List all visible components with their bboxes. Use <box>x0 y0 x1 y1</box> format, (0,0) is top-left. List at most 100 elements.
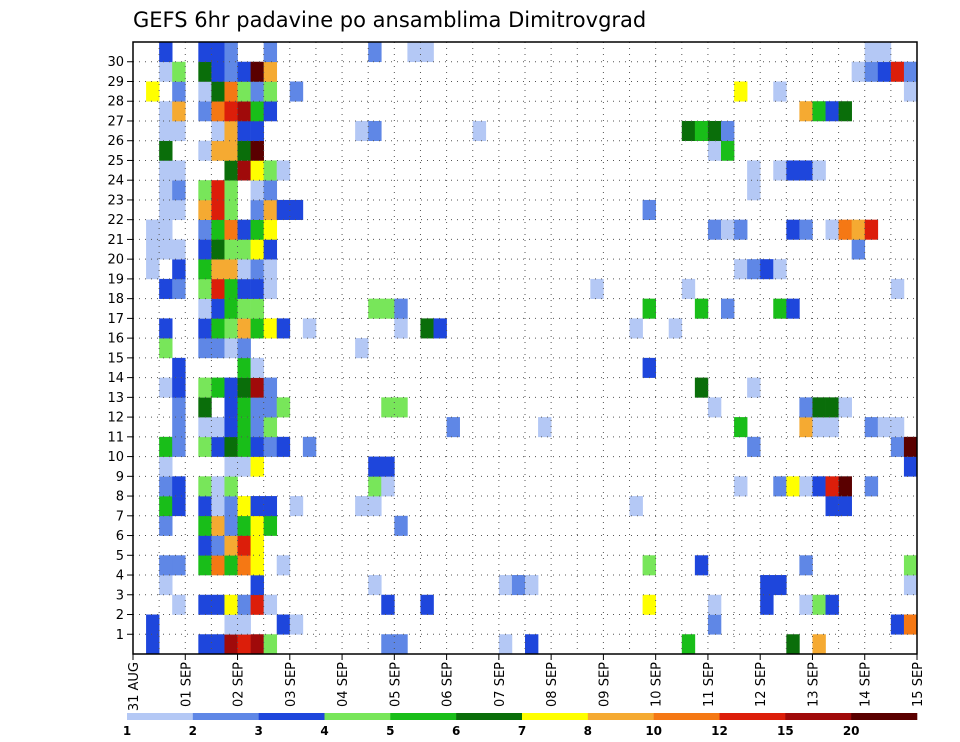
precip-cell <box>812 417 826 438</box>
precip-cell <box>838 476 852 497</box>
precip-cell <box>525 634 539 655</box>
precip-cell <box>629 318 643 339</box>
precip-cell <box>263 436 278 457</box>
precip-cell <box>433 318 447 339</box>
y-tick-label: 3 <box>116 588 124 603</box>
precip-cell <box>263 101 278 122</box>
precip-cell <box>237 219 251 240</box>
precip-cell <box>224 180 238 201</box>
precip-cell <box>211 180 225 201</box>
colorbar-label: 6 <box>452 724 460 738</box>
precip-cell <box>172 594 186 615</box>
precip-cell <box>237 535 251 556</box>
precip-cell <box>877 61 892 82</box>
precip-cell <box>773 298 787 319</box>
colorbar-label: 1 <box>123 724 131 738</box>
precip-cell <box>159 456 173 477</box>
x-tick-label: 06 SEP <box>441 662 456 707</box>
y-tick-label: 26 <box>107 134 124 149</box>
precip-cell <box>276 436 291 457</box>
precip-cell <box>172 377 186 398</box>
colorbar-label: 4 <box>320 724 328 738</box>
precip-cell <box>198 496 212 517</box>
y-tick-label: 5 <box>116 549 124 564</box>
precip-cell <box>812 634 826 655</box>
precip-cell <box>825 417 839 438</box>
precip-cell <box>825 496 839 517</box>
y-tick-label: 27 <box>107 114 124 129</box>
precip-cell <box>224 338 238 359</box>
precip-cell <box>812 476 826 497</box>
y-tick-label: 6 <box>116 529 124 544</box>
precip-cell <box>250 101 264 122</box>
colorbar-swatch <box>522 713 589 720</box>
precip-cell <box>172 496 186 517</box>
precip-cell <box>838 496 852 517</box>
precip-cell <box>721 219 735 240</box>
precip-cell <box>198 377 212 398</box>
precip-cell <box>250 180 264 201</box>
precip-cell <box>825 594 839 615</box>
precip-cell <box>864 61 879 82</box>
precip-cell <box>381 298 395 319</box>
precip-cell <box>211 239 225 260</box>
precip-cell <box>224 515 238 536</box>
colorbar-label: 15 <box>777 724 794 738</box>
precip-cell <box>773 476 787 497</box>
x-tick-label: 15 SEP <box>911 662 926 707</box>
precip-cell <box>302 436 317 457</box>
precip-cell <box>224 298 238 319</box>
precip-cell <box>237 239 251 260</box>
precip-cell <box>159 180 173 201</box>
precip-cell <box>368 496 382 517</box>
precip-cell <box>721 298 735 319</box>
precip-cell <box>198 555 212 576</box>
precip-cell <box>302 318 317 339</box>
precip-cell <box>838 101 852 122</box>
precip-cell <box>224 456 238 477</box>
precip-cell <box>172 120 186 142</box>
precip-cell <box>224 42 238 63</box>
precip-cell <box>237 515 251 536</box>
colorbar-swatch <box>587 713 654 720</box>
y-tick-label: 25 <box>107 154 124 169</box>
precip-cell <box>198 338 212 359</box>
precip-cell <box>146 219 160 240</box>
precip-cell <box>799 160 813 181</box>
precip-cell <box>250 594 264 615</box>
colorbar-label: 5 <box>386 724 394 738</box>
precip-cell <box>224 318 238 339</box>
precip-cell <box>394 318 408 339</box>
colorbar-swatch <box>785 713 852 720</box>
y-tick-label: 18 <box>107 292 124 307</box>
precip-cell <box>747 436 761 457</box>
y-tick-label: 9 <box>116 470 124 485</box>
precip-cell <box>747 259 761 280</box>
x-tick-label: 11 SEP <box>702 662 717 707</box>
precip-cell <box>420 42 434 63</box>
precip-cell <box>198 259 212 280</box>
colorbar-swatch <box>324 713 391 720</box>
precip-cell <box>198 436 212 457</box>
precip-cell <box>224 417 238 438</box>
precip-cell <box>263 496 278 517</box>
precip-cell <box>381 594 395 615</box>
precip-cell <box>250 259 264 280</box>
precip-cell <box>721 140 735 161</box>
x-tick-label: 01 SEP <box>179 662 194 707</box>
precip-cell <box>773 575 787 596</box>
precip-cell <box>694 555 709 576</box>
precip-cell <box>224 614 238 635</box>
x-tick-label: 04 SEP <box>336 662 351 707</box>
x-tick-label: 14 SEP <box>859 662 874 707</box>
precip-cell <box>250 634 264 655</box>
precip-cell <box>211 436 225 457</box>
y-tick-label: 22 <box>107 213 124 228</box>
precip-cell <box>146 81 160 102</box>
colorbar-swatch <box>127 713 194 720</box>
precip-cell <box>890 61 905 82</box>
precip-cell <box>773 259 787 280</box>
precip-cell <box>734 259 748 280</box>
precip-cell <box>394 397 408 418</box>
y-tick-label: 1 <box>116 628 124 643</box>
